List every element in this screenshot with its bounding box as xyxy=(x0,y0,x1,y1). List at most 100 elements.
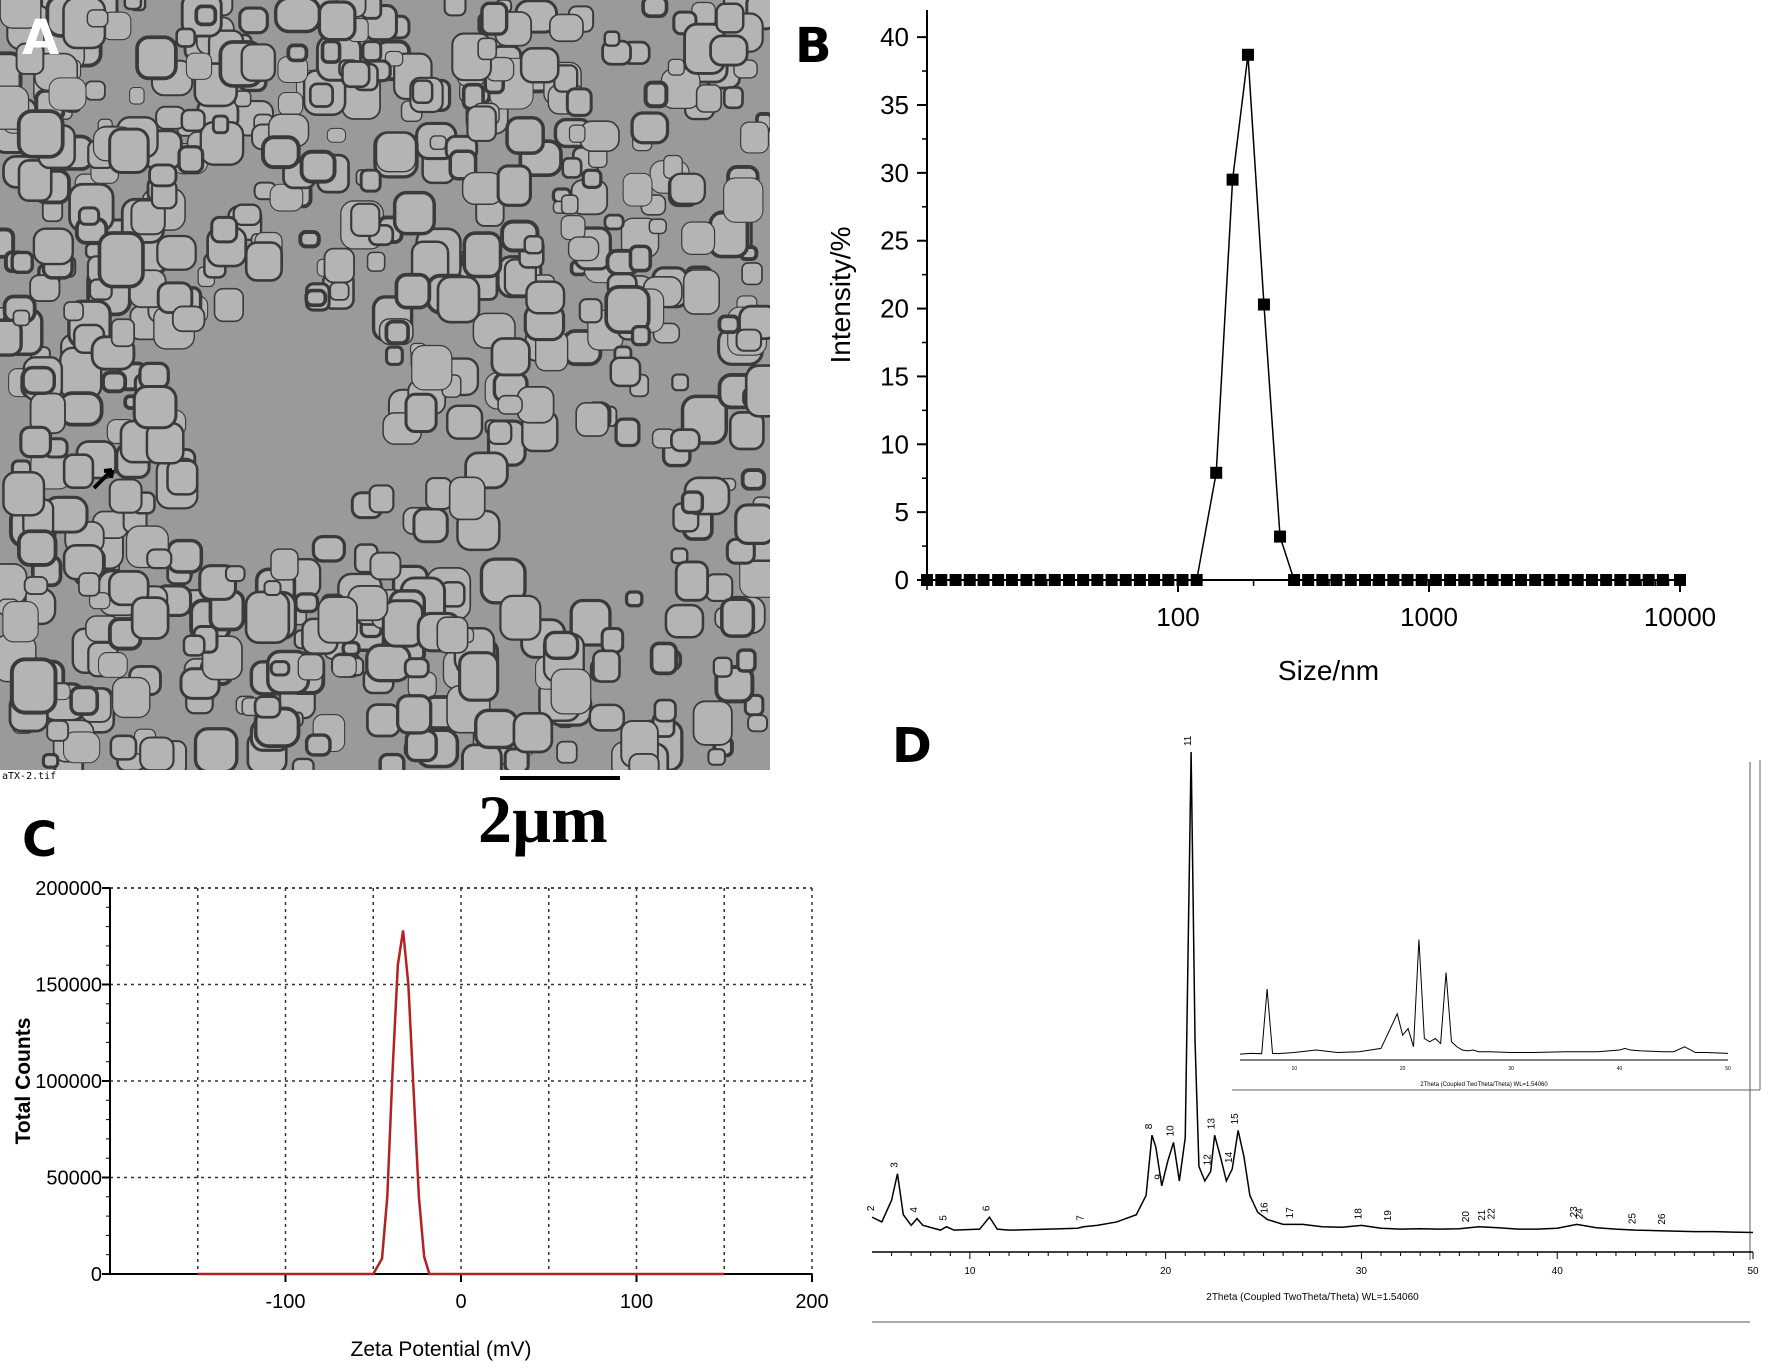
vesicle xyxy=(461,171,504,205)
peak-label: 17 xyxy=(1285,1207,1296,1219)
data-point xyxy=(977,574,990,586)
vesicle xyxy=(624,590,644,608)
vesicle xyxy=(166,459,199,496)
data-point xyxy=(992,574,1005,586)
vesicle xyxy=(448,149,478,181)
vesicle xyxy=(674,560,709,602)
peak-label: 15 xyxy=(1230,1113,1241,1125)
vesicle xyxy=(263,580,282,597)
vesicle xyxy=(497,394,523,415)
data-point xyxy=(1585,574,1598,586)
x-tick-label: -100 xyxy=(265,1291,305,1313)
vesicle xyxy=(110,318,135,348)
vesicle xyxy=(213,287,244,323)
vesicle xyxy=(177,145,205,174)
peak-label: 22 xyxy=(1487,1208,1498,1220)
vesicle xyxy=(132,384,178,430)
vesicle xyxy=(717,314,741,335)
vesicle xyxy=(146,548,173,570)
peak-label: 3 xyxy=(889,1162,900,1168)
vesicle xyxy=(411,79,434,105)
peak-label: 9 xyxy=(1154,1174,1165,1180)
vesicle xyxy=(156,234,197,271)
vesicle xyxy=(193,727,239,770)
vesicle xyxy=(505,116,545,155)
vesicle xyxy=(499,594,542,641)
y-axis-title: Total Counts xyxy=(12,1018,35,1145)
vesicle xyxy=(436,275,481,324)
vesicle xyxy=(375,132,417,173)
vesicle xyxy=(286,43,309,63)
vesicle xyxy=(560,194,579,215)
panel-label-b: B xyxy=(795,18,832,74)
data-point xyxy=(1571,574,1584,586)
data-point xyxy=(1458,574,1471,586)
vesicle xyxy=(628,752,660,770)
vesicle xyxy=(148,163,178,188)
data-point xyxy=(1257,298,1270,311)
vesicle xyxy=(550,668,592,715)
vesicle xyxy=(569,598,612,647)
peak-label: 8 xyxy=(1144,1123,1155,1129)
tem-filename: aTX-2.tif xyxy=(2,771,57,782)
y-tick-label: 15 xyxy=(880,361,909,391)
x-tick-label: 10000 xyxy=(1644,602,1716,632)
vesicle xyxy=(180,108,206,133)
inset-x-axis-title: 2Theta (Coupled TwoTheta/Theta) WL=1.540… xyxy=(1420,1082,1548,1088)
vesicle xyxy=(0,0,42,29)
vesicle xyxy=(600,626,625,654)
vesicle xyxy=(210,215,239,244)
vesicle xyxy=(609,356,642,388)
vesicle xyxy=(381,599,424,648)
vesicle xyxy=(728,411,765,451)
vesicle xyxy=(297,654,324,681)
vesicle xyxy=(556,740,578,764)
inset-x-tick-label: 20 xyxy=(1400,1066,1406,1072)
vesicle xyxy=(648,218,667,235)
scale-bar-label: 2µm xyxy=(478,781,608,857)
vesicle xyxy=(692,700,733,746)
vesicle xyxy=(109,734,138,761)
peak-label: 19 xyxy=(1383,1210,1394,1222)
data-point xyxy=(935,574,948,586)
data-point xyxy=(1148,574,1161,586)
data-point xyxy=(1373,574,1386,586)
vesicle xyxy=(735,328,763,352)
vesicle xyxy=(741,262,763,286)
peak-label: 5 xyxy=(938,1215,949,1221)
vesicle xyxy=(62,453,95,489)
vesicle xyxy=(368,484,395,514)
peak-label: 18 xyxy=(1353,1208,1364,1220)
y-tick-label: 35 xyxy=(880,90,909,120)
vesicle xyxy=(512,711,554,754)
data-point xyxy=(1288,574,1301,586)
vesicle xyxy=(628,244,653,273)
vesicle xyxy=(575,401,610,437)
x-tick-label: 100 xyxy=(620,1291,653,1313)
vesicle xyxy=(682,269,720,315)
size-distribution-chart: 0 5 10 15 20 25 30 35 40 100 1000 10000 Size/nm Inten… xyxy=(825,10,1716,686)
data-point xyxy=(1176,574,1189,586)
vesicle xyxy=(603,30,621,47)
vesicle xyxy=(670,428,701,453)
vesicle xyxy=(543,630,580,660)
vesicle xyxy=(384,345,404,366)
vesicle xyxy=(311,535,346,563)
vesicle xyxy=(331,654,357,678)
vesicle xyxy=(19,425,52,459)
vesicle xyxy=(707,748,726,766)
vesicle xyxy=(130,596,170,640)
vesicle xyxy=(108,478,143,514)
peak-label: 10 xyxy=(1165,1125,1176,1137)
data-point xyxy=(1210,466,1223,479)
vesicle xyxy=(308,82,334,108)
vesicle xyxy=(466,105,497,143)
vesicle xyxy=(77,206,101,226)
peak-label: 7 xyxy=(1075,1215,1086,1221)
vesicle xyxy=(361,40,383,63)
data-point xyxy=(1330,574,1343,586)
vesicle xyxy=(403,657,430,679)
data-point xyxy=(1486,574,1499,586)
vesicle xyxy=(175,27,196,48)
vesicle xyxy=(680,490,705,515)
